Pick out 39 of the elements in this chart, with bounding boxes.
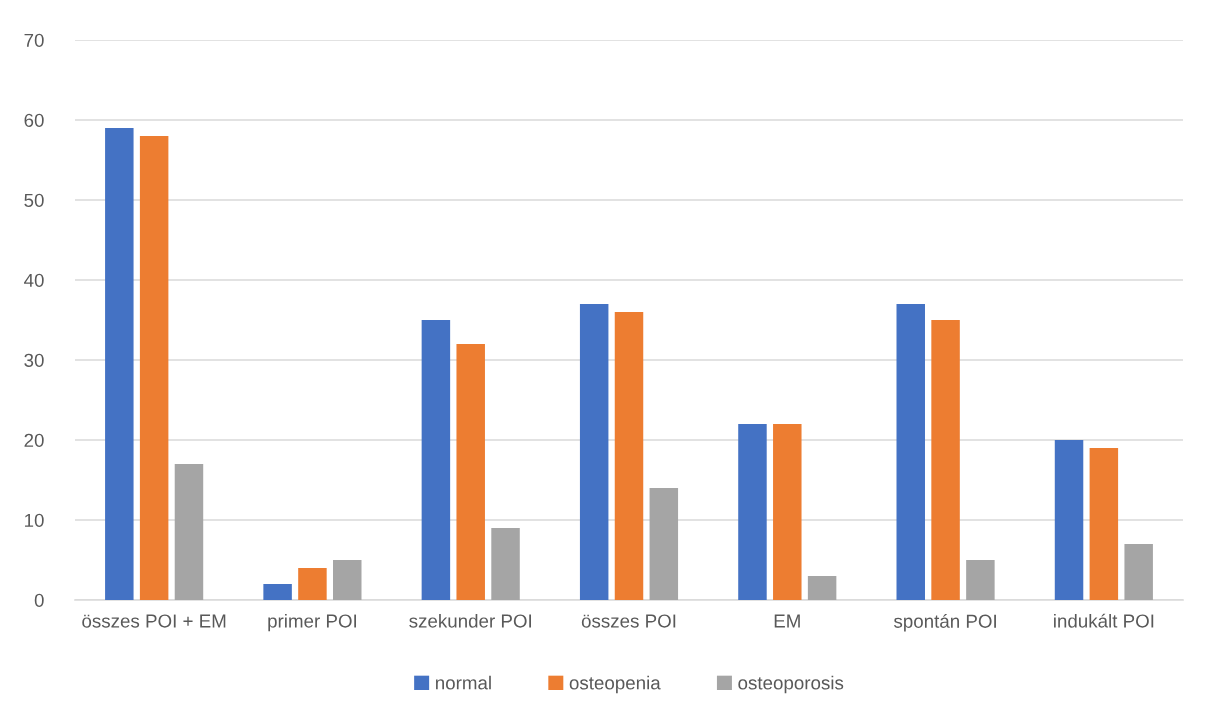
- bar: [896, 304, 925, 600]
- legend-label: normal: [436, 675, 491, 690]
- bar: [649, 488, 679, 600]
- bar: [105, 128, 134, 600]
- y-tick-label: 0: [34, 593, 44, 607]
- bar: [807, 576, 837, 600]
- x-tick-label: EM: [774, 614, 800, 628]
- bar: [333, 560, 362, 600]
- y-tick-label: 70: [24, 33, 44, 47]
- bar: [139, 136, 169, 600]
- y-tick-label: 60: [24, 113, 44, 127]
- bar: [263, 584, 292, 600]
- bar: [174, 464, 204, 600]
- x-tick-label: szekunder POI: [409, 613, 531, 628]
- x-tick-label: összes POI: [581, 614, 676, 628]
- y-tick-label: 40: [24, 273, 44, 287]
- legend-label: osteopenia: [569, 675, 661, 694]
- bar: [614, 312, 644, 600]
- bar: [1124, 544, 1153, 600]
- bar: [298, 568, 327, 600]
- x-tick-label: spontán POI: [893, 613, 996, 632]
- y-tick-label: 20: [24, 433, 44, 447]
- bar: [579, 304, 609, 600]
- y-tick-label: 10: [25, 513, 44, 527]
- bar: [738, 424, 767, 600]
- bar: [456, 344, 485, 600]
- bar: [491, 528, 520, 600]
- bar: [966, 560, 995, 600]
- x-tick-label: összes POI + EM: [82, 614, 226, 628]
- y-tick-label: 30: [24, 353, 44, 367]
- bar: [931, 320, 960, 600]
- x-tick-label: indukált POI: [1054, 613, 1154, 628]
- bar: [1054, 440, 1084, 600]
- bar: [421, 320, 451, 600]
- legend-label: osteoporosis: [738, 675, 844, 694]
- bar: [773, 424, 802, 600]
- bar: [1089, 448, 1119, 600]
- x-tick-label: primer POI: [268, 613, 357, 632]
- y-tick-label: 50: [24, 193, 44, 207]
